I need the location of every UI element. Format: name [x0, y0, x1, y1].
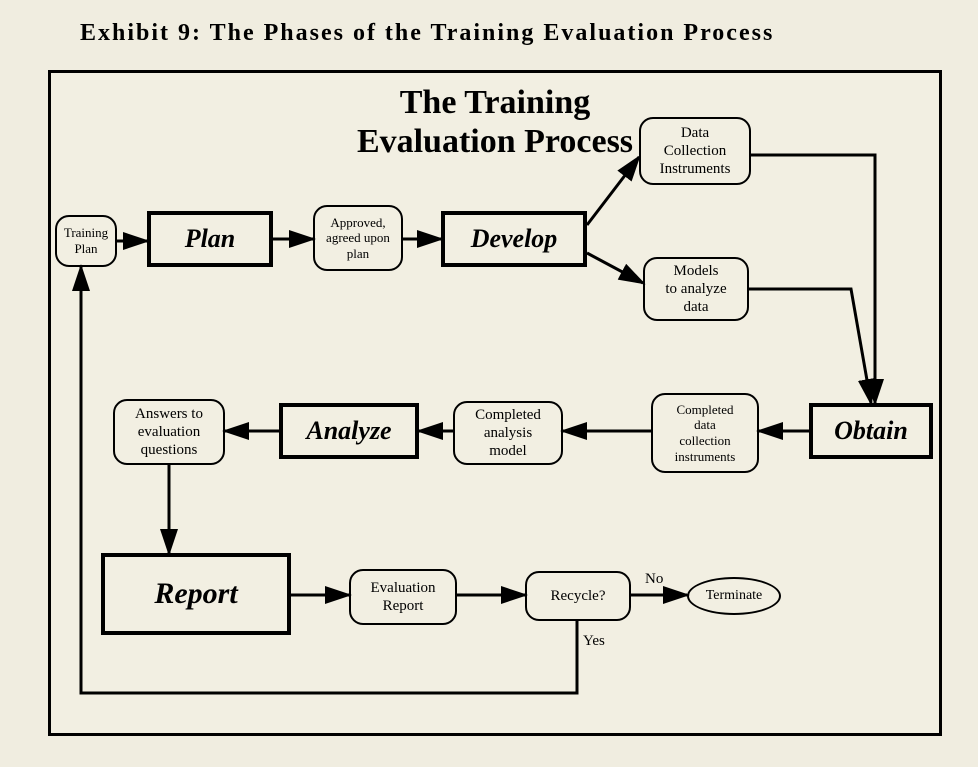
node-approved-plan: Approved,agreed uponplan: [313, 205, 403, 271]
label: TrainingPlan: [64, 225, 108, 256]
label: Recycle?: [551, 587, 606, 605]
node-analyze: Analyze: [279, 403, 419, 459]
node-report: Report: [101, 553, 291, 635]
label: EvaluationReport: [371, 579, 436, 615]
main-title: The Training Evaluation Process: [51, 83, 939, 161]
node-dci: DataCollectionInstruments: [639, 117, 751, 185]
node-training-plan: TrainingPlan: [55, 215, 117, 267]
node-obtain: Obtain: [809, 403, 933, 459]
label: Answers toevaluationquestions: [135, 405, 203, 459]
diagram-canvas: The Training Evaluation Process Training…: [51, 73, 939, 733]
main-title-line1: The Training: [400, 84, 591, 121]
label: DataCollectionInstruments: [660, 124, 731, 178]
node-develop: Develop: [441, 211, 587, 267]
label: Analyze: [306, 416, 391, 446]
label-yes: Yes: [583, 633, 605, 650]
node-plan: Plan: [147, 211, 273, 267]
main-title-line2: Evaluation Process: [357, 123, 633, 160]
label: Plan: [185, 224, 236, 254]
label-no: No: [645, 571, 663, 588]
label: Terminate: [706, 588, 763, 604]
label: Approved,agreed uponplan: [326, 215, 390, 262]
label: Completeddatacollectioninstruments: [675, 402, 736, 464]
node-models: Modelsto analyzedata: [643, 257, 749, 321]
label: Obtain: [834, 416, 908, 446]
page: Exhibit 9: The Phases of the Training Ev…: [0, 0, 978, 767]
node-recycle: Recycle?: [525, 571, 631, 621]
node-answers: Answers toevaluationquestions: [113, 399, 225, 465]
exhibit-title: Exhibit 9: The Phases of the Training Ev…: [80, 20, 774, 47]
node-completed-dci: Completeddatacollectioninstruments: [651, 393, 759, 473]
label: Completedanalysismodel: [475, 406, 541, 460]
label: Modelsto analyzedata: [665, 262, 726, 316]
node-completed-model: Completedanalysismodel: [453, 401, 563, 465]
node-terminate: Terminate: [687, 577, 781, 615]
label: Report: [154, 577, 237, 611]
node-eval-report: EvaluationReport: [349, 569, 457, 625]
diagram-frame: The Training Evaluation Process Training…: [48, 70, 942, 736]
label: Develop: [471, 224, 558, 254]
